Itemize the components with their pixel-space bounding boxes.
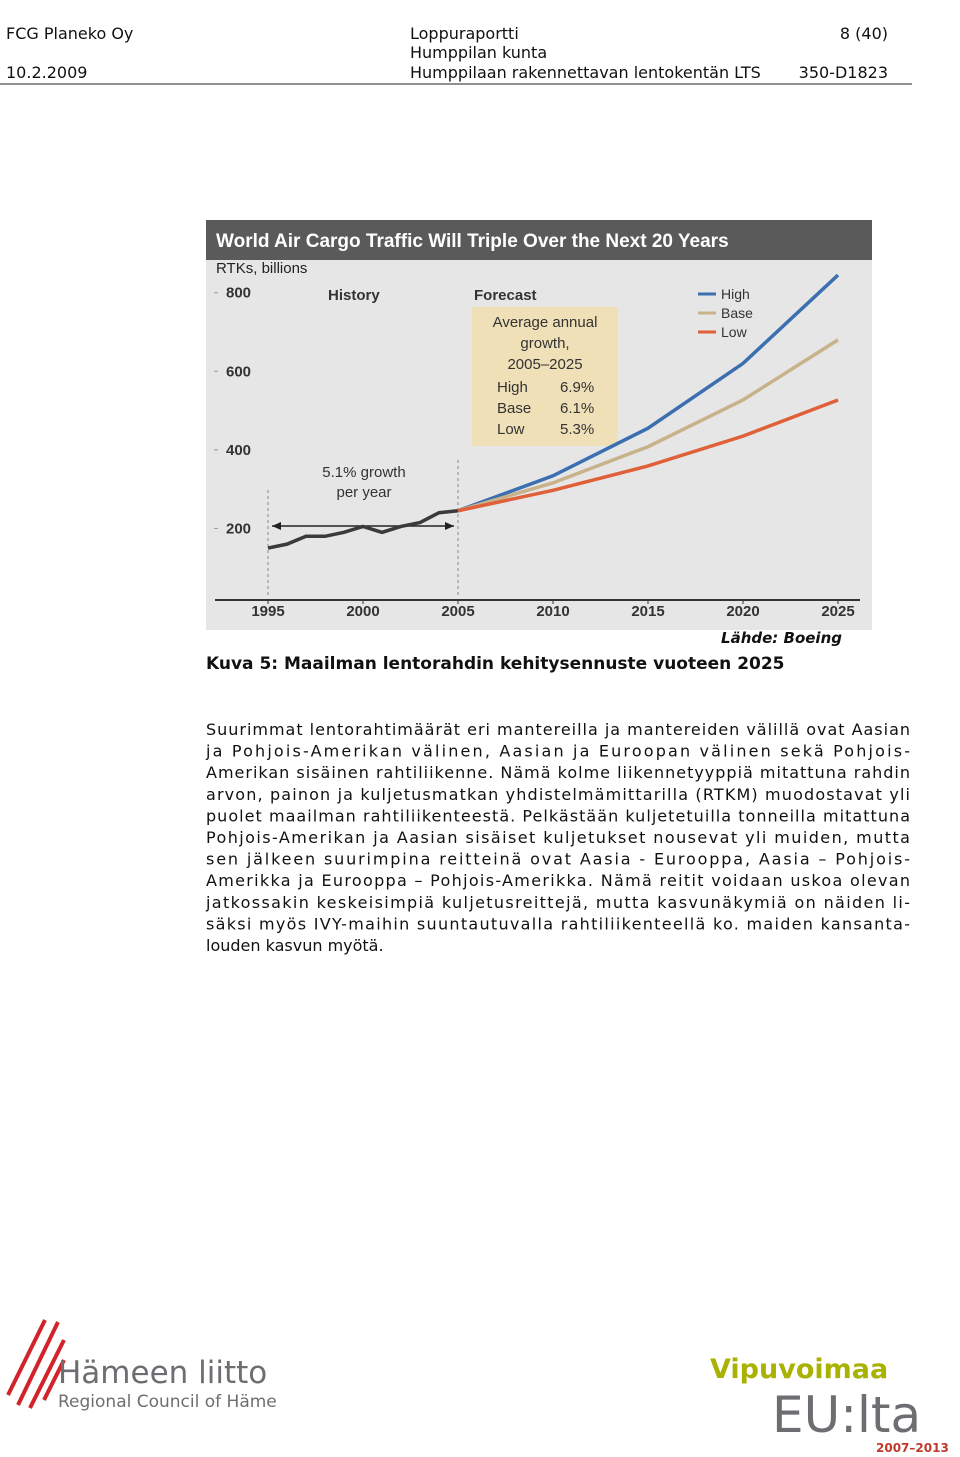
left-logo-title: Hämeen liitto bbox=[58, 1355, 267, 1391]
growth-box-title: Average annual bbox=[493, 314, 598, 331]
right-logo-main: EU:lta bbox=[772, 1386, 921, 1444]
series-line bbox=[457, 398, 839, 513]
series-line bbox=[267, 509, 459, 550]
right-logo-years: 2007–2013 bbox=[876, 1441, 949, 1455]
chart-title: World Air Cargo Traffic Will Triple Over… bbox=[216, 231, 729, 252]
series-line bbox=[457, 273, 840, 513]
y-tick-label: 600 bbox=[226, 363, 251, 380]
y-tick-label: 200 bbox=[226, 520, 251, 537]
client: Humppilan kunta bbox=[410, 43, 547, 62]
project: Humppilaan rakennettavan lentokentän LTS bbox=[410, 63, 761, 82]
growth-row-label: Base bbox=[497, 400, 531, 417]
growth-box-title: growth, bbox=[520, 335, 569, 352]
paragraph-line: säksi myös IVY-maihin suuntautuvalla rah… bbox=[206, 914, 910, 933]
growth-box bbox=[472, 307, 618, 446]
left-logo-subtitle: Regional Council of Häme bbox=[58, 1392, 277, 1412]
report: Loppuraportti bbox=[410, 24, 519, 43]
paragraph-line: louden kasvun myötä. bbox=[206, 936, 384, 955]
growth-row-value: 6.9% bbox=[560, 379, 594, 396]
paragraph: Suurimmat lentorahtimäärät eri mantereil… bbox=[205, 720, 910, 955]
paragraph-line: puolet maailman rahtiliikenteestä. Pelkä… bbox=[206, 806, 910, 825]
paragraph-line: jatkossakin keskeisimpiä kuljetusreittej… bbox=[205, 893, 910, 912]
chart-title-bar bbox=[206, 220, 872, 260]
doc-code: 350-D1823 bbox=[799, 63, 888, 82]
right-logo-title: Vipuvoimaa bbox=[710, 1354, 888, 1385]
paragraph-line: arvon, painon ja kuljetusmatkan yhdistel… bbox=[206, 785, 910, 804]
page-number: 8 (40) bbox=[840, 24, 888, 43]
x-tick-label: 2025 bbox=[821, 603, 854, 620]
x-tick-label: 2005 bbox=[441, 603, 474, 620]
date: 10.2.2009 bbox=[6, 63, 87, 82]
legend-label: Low bbox=[721, 324, 748, 340]
growth-row-value: 6.1% bbox=[560, 400, 594, 417]
legend-label: High bbox=[721, 286, 750, 302]
paragraph-line: Suurimmat lentorahtimäärät eri mantereil… bbox=[206, 720, 910, 739]
footer-left-logo: Hämeen liitto Regional Council of Häme bbox=[6, 1319, 277, 1412]
paragraph-line: Amerikka ja Eurooppa – Pohjois-Amerikka.… bbox=[206, 871, 910, 890]
y-tick-label: 800 bbox=[226, 285, 251, 302]
x-tick-label: 2010 bbox=[536, 603, 569, 620]
history-label: History bbox=[328, 287, 380, 304]
series-line bbox=[457, 338, 839, 513]
company: FCG Planeko Oy bbox=[6, 24, 133, 43]
forecast-label: Forecast bbox=[474, 287, 537, 304]
logo-strokes bbox=[6, 1319, 66, 1409]
caption: Kuva 5: Maailman lentorahdin kehitysennu… bbox=[206, 654, 785, 674]
annotation: 5.1% growth bbox=[322, 464, 405, 481]
legend-label: Base bbox=[721, 305, 753, 321]
y-tick-label: 400 bbox=[226, 442, 251, 459]
x-tick-label: 2020 bbox=[726, 603, 759, 620]
growth-row-label: High bbox=[497, 379, 528, 396]
footer-right-logo: Vipuvoimaa EU:lta 2007–2013 bbox=[710, 1354, 949, 1455]
growth-box-title: 2005–2025 bbox=[507, 356, 582, 373]
paragraph-line: ja Pohjois-Amerikan välinen, Aasian ja E… bbox=[205, 742, 910, 761]
source: Lähde: Boeing bbox=[721, 629, 842, 647]
growth-row-value: 5.3% bbox=[560, 421, 594, 438]
chart: World Air Cargo Traffic Will Triple Over… bbox=[206, 220, 872, 630]
paragraph-line: sen jälkeen suurimpina reitteinä ovat Aa… bbox=[206, 850, 910, 869]
annotation: per year bbox=[336, 484, 391, 501]
growth-row-label: Low bbox=[497, 421, 525, 438]
y-axis-label: RTKs, billions bbox=[216, 260, 307, 277]
paragraph-line: Pohjois-Amerikan ja Aasian sisäiset kulj… bbox=[206, 828, 910, 847]
x-tick-label: 2015 bbox=[631, 603, 664, 620]
paragraph-line: Amerikan sisäinen rahtiliikenne. Nämä ko… bbox=[206, 763, 910, 782]
x-tick-label: 1995 bbox=[251, 603, 284, 620]
x-tick-label: 2000 bbox=[346, 603, 379, 620]
